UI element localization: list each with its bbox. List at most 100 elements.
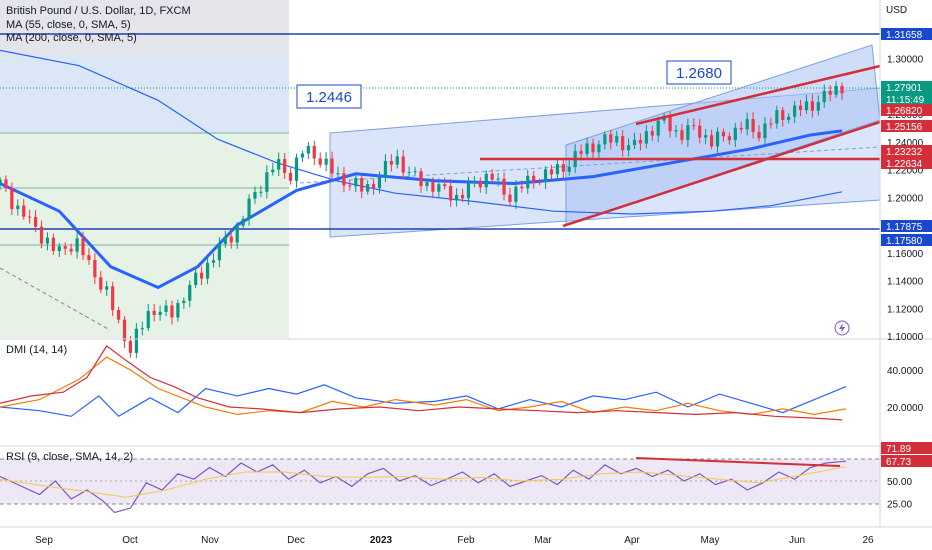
price-tick: 1.16000 <box>887 249 924 260</box>
label-box-2[interactable] <box>666 60 732 85</box>
candle-body <box>306 145 310 154</box>
price-tick: 1.24000 <box>887 138 924 149</box>
rsi-badge-label: 71.89 <box>886 444 911 455</box>
rsi-tick: 25.00 <box>887 500 912 511</box>
price-badge <box>881 234 932 246</box>
candle-body <box>757 132 761 139</box>
dmi-tick: 40.0000 <box>887 366 924 377</box>
candle-body <box>656 120 660 136</box>
candle-body <box>200 272 204 279</box>
candle-body <box>383 160 388 178</box>
symbol-title[interactable]: British Pound / U.S. Dollar, 1D, FXCM <box>6 5 191 17</box>
rsi-legend[interactable]: RSI (9, close, SMA, 14, 2) <box>6 451 133 463</box>
candle-body <box>478 180 482 188</box>
price-tick: 1.20000 <box>887 193 924 204</box>
label-box-1[interactable] <box>296 84 362 109</box>
candle-body <box>686 125 690 141</box>
moving-averages <box>0 49 843 290</box>
candle-body <box>330 158 334 174</box>
candle-body <box>751 119 755 133</box>
candle-body <box>822 90 826 103</box>
candle-body <box>455 194 459 201</box>
candle-body <box>229 236 233 243</box>
candle-body <box>709 135 714 147</box>
price-axis[interactable]: 1.10000 1.12000 1.14000 1.16000 1.20000 1.220… <box>887 27 924 343</box>
candle-body <box>775 110 779 124</box>
price-tick: 1.22000 <box>887 166 924 177</box>
candle-body <box>45 237 50 244</box>
dmi-axis: 20.0000 40.0000 <box>887 366 924 414</box>
price-badge <box>881 157 932 169</box>
candle-body <box>277 159 281 170</box>
label-text-1: 1.2446 <box>306 89 352 106</box>
rsi-line <box>0 460 847 514</box>
candle-body <box>111 286 115 311</box>
candle-body <box>188 284 192 301</box>
candle-body <box>51 237 55 251</box>
ma55-legend[interactable]: MA (55, close, 0, SMA, 5) <box>6 19 131 31</box>
candle-body <box>538 182 542 184</box>
candle-body <box>632 139 637 146</box>
candle-body <box>205 262 210 279</box>
candle-body <box>152 310 156 315</box>
candle-body <box>413 171 417 173</box>
candle-body <box>342 173 346 186</box>
candle-body <box>727 136 731 141</box>
candle-body <box>715 131 720 147</box>
candle-body <box>140 328 144 330</box>
price-badge <box>881 104 932 116</box>
candle-body <box>603 134 607 145</box>
price-tick: 1.14000 <box>887 277 924 288</box>
candle-body <box>567 166 571 172</box>
candle-body <box>122 319 127 341</box>
candle-body <box>496 178 500 180</box>
price-badge <box>881 81 932 105</box>
time-tick: Oct <box>122 535 138 546</box>
price-badge-label: 1.17875 <box>886 222 923 233</box>
resistance-line-top <box>635 64 881 126</box>
dmi-legend[interactable]: DMI (14, 14) <box>6 344 67 356</box>
countdown-label: 11:15:49 <box>886 95 925 106</box>
candle-body <box>449 186 453 201</box>
candle-body <box>810 101 814 111</box>
ma200-legend[interactable]: MA (200, close, 0, SMA, 5) <box>6 32 137 44</box>
price-badge-label: 1.31658 <box>886 30 923 41</box>
candle-body <box>128 340 133 353</box>
price-badge <box>881 220 932 232</box>
price-badge-label: 1.22634 <box>886 159 923 170</box>
candle-body <box>793 105 797 117</box>
price-badge-label: 1.17580 <box>886 236 923 247</box>
candle-body <box>644 131 648 144</box>
candle-body <box>294 157 299 181</box>
candle-body <box>39 226 44 244</box>
candle-body <box>170 305 174 318</box>
time-tick: 26 <box>862 535 874 546</box>
ma200-line[interactable] <box>0 49 843 215</box>
candle-body <box>472 180 476 183</box>
candle-body <box>16 205 20 210</box>
candle-body <box>781 110 785 120</box>
candle-body <box>650 131 654 136</box>
candle-body <box>389 160 393 165</box>
candle-body <box>769 123 773 125</box>
lightning-glyph <box>839 323 845 333</box>
time-tick: Jun <box>789 535 805 546</box>
candle-body <box>99 277 103 290</box>
candle-body <box>235 225 239 243</box>
candle-body <box>609 134 613 143</box>
time-axis[interactable]: Sep Oct Nov Dec 2023 Feb Mar Apr May Jun 26 <box>35 535 874 546</box>
dmi-pane <box>0 345 847 421</box>
candle-body <box>265 172 269 192</box>
candle-body <box>81 238 85 256</box>
ma55-line[interactable] <box>0 129 843 290</box>
candle-body <box>787 116 791 120</box>
candle-body <box>443 184 447 187</box>
candle-body <box>354 178 358 187</box>
price-badge-label: 1.25156 <box>886 122 923 133</box>
candle-body <box>93 259 97 278</box>
time-tick: May <box>701 535 720 546</box>
candle-body <box>33 216 38 227</box>
left-shade-top <box>0 0 289 55</box>
